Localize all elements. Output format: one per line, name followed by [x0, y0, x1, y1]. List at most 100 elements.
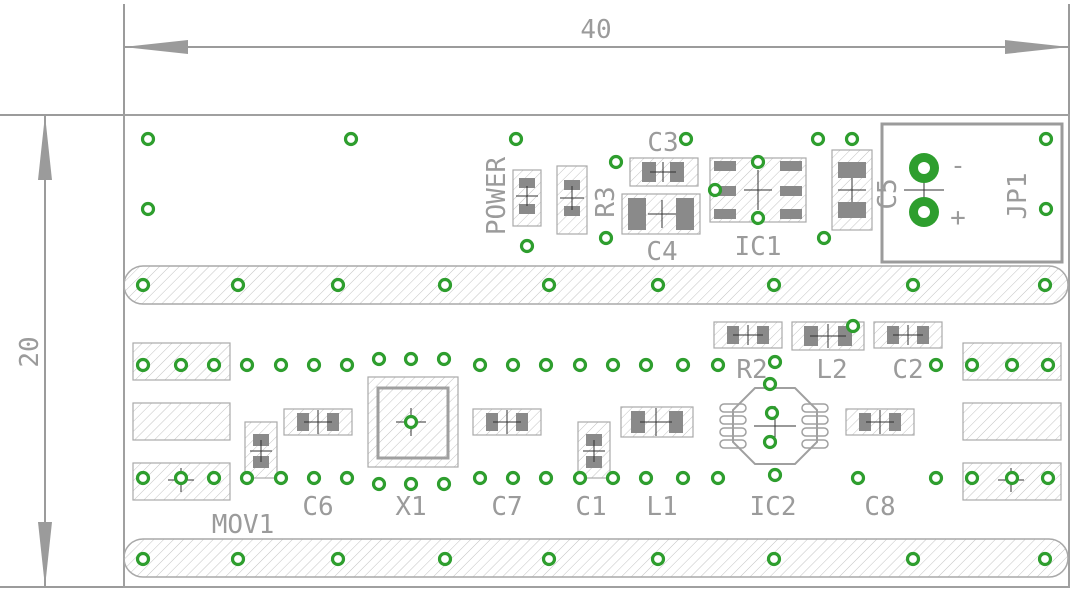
- via-pad: [472, 470, 488, 486]
- via-pad: [339, 470, 355, 486]
- via-pad: [140, 131, 156, 147]
- via-pad: [572, 470, 588, 486]
- board-outline: [123, 114, 1070, 588]
- via-pad: [436, 476, 452, 492]
- via-pad: [638, 357, 654, 373]
- via-pad: [845, 318, 861, 334]
- power-rail-top: [123, 265, 1069, 305]
- width-dimension: [123, 4, 1070, 115]
- via-pad: [750, 154, 766, 170]
- via-pad: [850, 470, 866, 486]
- label-c6: C6: [302, 492, 333, 522]
- via-pad: [605, 470, 621, 486]
- via-pad: [675, 470, 691, 486]
- height-dimension-label: 20: [15, 336, 45, 367]
- via-pad: [675, 357, 691, 373]
- through-hole-pads: [135, 131, 1056, 567]
- via-pad: [239, 470, 255, 486]
- via-pad: [135, 357, 151, 373]
- via-pad: [135, 277, 151, 293]
- via-pad: [905, 277, 921, 293]
- via-pad: [230, 277, 246, 293]
- via-pad: [206, 470, 222, 486]
- via-pad: [538, 357, 554, 373]
- label-c4: C4: [646, 237, 677, 267]
- label-jp1: JP1: [1003, 173, 1033, 220]
- label-minus: -: [950, 151, 966, 181]
- via-pad: [964, 357, 980, 373]
- via-pad: [173, 470, 189, 486]
- via-pad: [541, 277, 557, 293]
- label-r2: R2: [736, 355, 767, 385]
- via-pad: [762, 434, 778, 450]
- ic2-pads: [719, 403, 829, 449]
- label-plus: +: [950, 203, 966, 233]
- height-dimension: [0, 114, 124, 588]
- via-pad: [928, 357, 944, 373]
- via-pad: [650, 277, 666, 293]
- via-pad: [905, 551, 921, 567]
- via-pad: [707, 182, 723, 198]
- via-pad: [306, 357, 322, 373]
- via-pad: [810, 131, 826, 147]
- via-pad: [538, 470, 554, 486]
- via-pad: [844, 131, 860, 147]
- via-pad: [273, 357, 289, 373]
- via-pad: [964, 470, 980, 486]
- via-pad: [816, 230, 832, 246]
- via-pad: [710, 470, 726, 486]
- label-l1: L1: [646, 492, 677, 522]
- via-pad: [505, 357, 521, 373]
- label-x1: X1: [395, 492, 426, 522]
- via-pad: [1040, 470, 1056, 486]
- via-pad: [750, 210, 766, 226]
- via-pad: [403, 476, 419, 492]
- via-pad: [437, 277, 453, 293]
- via-pad: [605, 357, 621, 373]
- via-pad: [371, 476, 387, 492]
- via-pad: [608, 154, 624, 170]
- width-dimension-label: 40: [580, 15, 611, 45]
- label-r3: R3: [591, 186, 621, 217]
- via-pad: [330, 551, 346, 567]
- via-pad: [1037, 277, 1053, 293]
- via-pad: [766, 277, 782, 293]
- via-pad: [343, 131, 359, 147]
- via-pad: [437, 551, 453, 567]
- via-pad: [650, 551, 666, 567]
- silkscreen-labels: C3 C4 IC1 C5 JP1 POWER R3 - + R2 L2 C2 C…: [212, 128, 1033, 540]
- x1-package: [376, 386, 450, 460]
- via-pad: [273, 470, 289, 486]
- via-pad: [330, 277, 346, 293]
- label-c5: C5: [873, 178, 903, 209]
- via-pad: [766, 551, 782, 567]
- via-pad: [140, 201, 156, 217]
- via-pad: [1040, 357, 1056, 373]
- label-mov1: MOV1: [212, 510, 275, 540]
- jp1-pads: [904, 153, 944, 227]
- label-ic1: IC1: [735, 232, 782, 262]
- via-pad: [1038, 131, 1054, 147]
- via-pad: [598, 230, 614, 246]
- label-c1: C1: [575, 492, 606, 522]
- via-pad: [135, 551, 151, 567]
- via-pad: [230, 551, 246, 567]
- jp1-outline: [880, 122, 1064, 264]
- via-pad: [135, 470, 151, 486]
- via-pad: [1037, 551, 1053, 567]
- via-pad: [403, 351, 419, 367]
- via-pad: [206, 357, 222, 373]
- via-pad: [371, 351, 387, 367]
- via-pad: [767, 467, 783, 483]
- label-c3: C3: [647, 128, 678, 158]
- via-pad: [1038, 201, 1054, 217]
- via-pad: [306, 470, 322, 486]
- via-pad: [710, 357, 726, 373]
- via-pad: [505, 470, 521, 486]
- via-pad: [572, 357, 588, 373]
- via-pad: [767, 354, 783, 370]
- label-c2: C2: [892, 355, 923, 385]
- via-pad: [339, 357, 355, 373]
